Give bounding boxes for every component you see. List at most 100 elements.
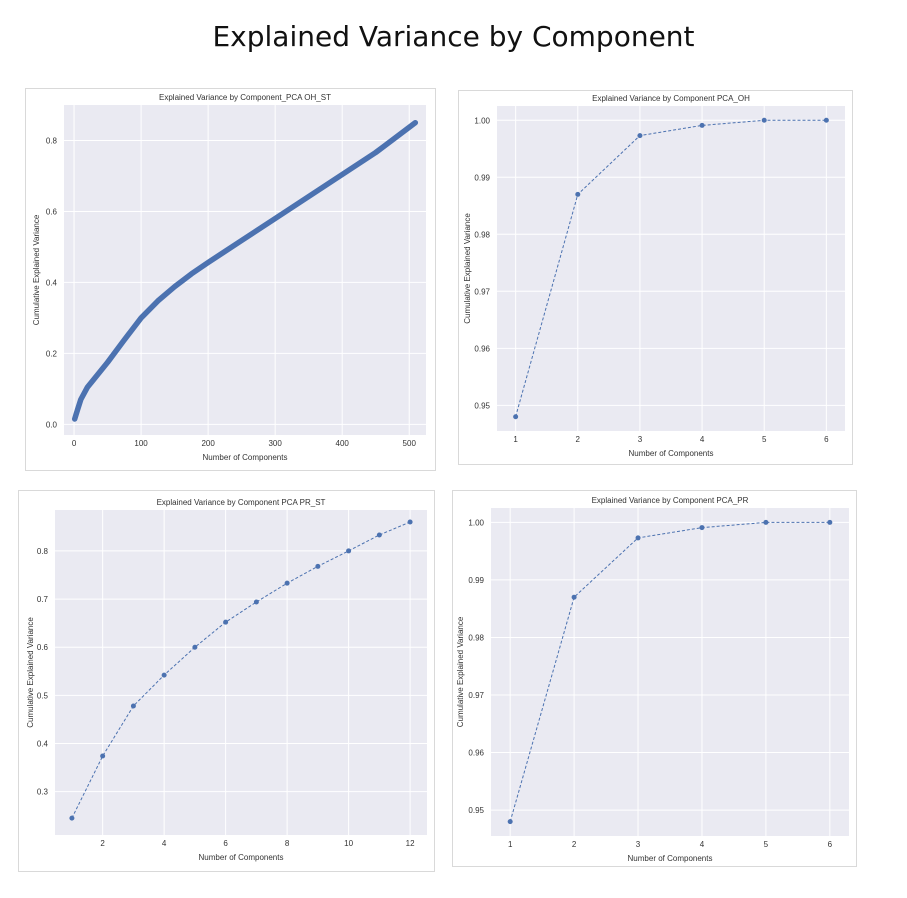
y-axis-label: Cumulative Explained Variance — [32, 214, 41, 325]
data-point — [130, 703, 136, 709]
series-line — [509, 521, 830, 822]
x-tick-label: 5 — [762, 435, 767, 444]
x-tick-label: 8 — [285, 839, 290, 848]
x-tick-label: 4 — [700, 840, 705, 849]
x-tick-label: 200 — [201, 439, 215, 448]
x-tick-label: 1 — [508, 840, 513, 849]
y-tick-label: 0.5 — [37, 691, 49, 700]
panel-frame — [18, 490, 435, 872]
y-tick-label: 1.00 — [468, 518, 484, 527]
panel-frame — [458, 90, 853, 465]
y-axis-label: Cumulative Explained Variance — [26, 617, 35, 728]
data-point — [253, 599, 259, 605]
data-point — [272, 216, 278, 221]
data-point — [105, 360, 110, 365]
data-point — [635, 535, 641, 541]
y-tick-label: 0.4 — [37, 740, 49, 749]
data-point — [122, 337, 127, 343]
x-tick-label: 100 — [134, 439, 148, 448]
x-tick-label: 2 — [572, 840, 577, 849]
data-point — [155, 298, 161, 304]
y-tick-label: 0.6 — [46, 207, 58, 216]
data-point — [823, 117, 829, 123]
x-tick-label: 4 — [700, 435, 705, 444]
x-tick-label: 12 — [406, 839, 415, 848]
y-tick-label: 0.7 — [37, 595, 49, 604]
data-point — [827, 519, 833, 525]
x-tick-label: 2 — [100, 839, 105, 848]
x-tick-label: 5 — [764, 840, 769, 849]
plot-area — [497, 106, 845, 431]
y-tick-label: 0.96 — [468, 749, 484, 758]
y-tick-label: 0.95 — [468, 806, 484, 815]
y-tick-label: 0.99 — [474, 173, 490, 182]
y-tick-label: 1.00 — [474, 116, 490, 125]
data-point — [72, 416, 77, 422]
data-point — [513, 414, 519, 420]
x-tick-label: 6 — [828, 840, 833, 849]
panel-frame — [452, 490, 857, 867]
chart-title: Explained Variance by Component PCA PR_S… — [157, 498, 326, 507]
x-tick-label: 400 — [336, 439, 350, 448]
panel-frame — [25, 88, 436, 471]
data-point — [69, 815, 75, 821]
y-tick-label: 0.3 — [37, 788, 49, 797]
y-tick-label: 0.95 — [474, 401, 490, 410]
data-point — [340, 172, 345, 177]
data-point — [346, 548, 352, 554]
series-line — [71, 521, 411, 819]
x-tick-label: 300 — [268, 439, 282, 448]
x-axis-label: Number of Components — [199, 853, 284, 862]
chart-title: Explained Variance by Component_PCA OH_S… — [159, 93, 331, 102]
data-point — [223, 619, 229, 625]
chart-title: Explained Variance by Component PCA_PR — [592, 496, 749, 505]
data-point — [85, 384, 90, 390]
series-line — [515, 119, 827, 417]
y-tick-label: 0.98 — [468, 633, 484, 642]
chart-title: Explained Variance by Component PCA_OH — [592, 94, 750, 103]
x-tick-label: 6 — [223, 839, 228, 848]
data-point — [637, 133, 643, 139]
data-point — [205, 260, 211, 265]
x-tick-label: 3 — [638, 435, 643, 444]
series-line — [71, 119, 419, 422]
plot-area — [491, 508, 849, 836]
data-point — [192, 644, 198, 650]
data-point — [761, 117, 767, 123]
x-tick-label: 10 — [344, 839, 353, 848]
x-tick-label: 2 — [576, 435, 581, 444]
x-tick-label: 6 — [824, 435, 829, 444]
y-tick-label: 0.99 — [468, 576, 484, 585]
data-point — [306, 194, 311, 199]
y-tick-label: 0.4 — [46, 278, 58, 287]
y-tick-label: 0.96 — [474, 344, 490, 353]
data-point — [189, 271, 194, 277]
data-point — [507, 819, 513, 825]
data-point — [91, 376, 97, 382]
data-point — [376, 532, 382, 538]
x-tick-label: 1 — [513, 435, 518, 444]
chart-pca-pr-st: 2 4 6 8 10 12 0.3 0.4 0.5 0.6 0.7 0.8 Explained Vari… — [18, 490, 435, 872]
y-tick-label: 0.97 — [468, 691, 484, 700]
data-point — [763, 519, 769, 525]
x-tick-label: 3 — [636, 840, 641, 849]
x-tick-label: 0 — [72, 439, 77, 448]
y-axis-label: Cumulative Explained Variance — [463, 213, 472, 324]
data-point — [78, 397, 83, 402]
x-tick-label: 4 — [162, 839, 167, 848]
data-point — [699, 122, 705, 128]
plot-area — [55, 510, 427, 835]
data-point — [407, 519, 413, 525]
y-tick-label: 0.0 — [46, 420, 58, 429]
x-axis-label: Number of Components — [203, 453, 288, 462]
y-tick-label: 0.97 — [474, 287, 490, 296]
data-point — [373, 150, 378, 155]
data-point — [413, 120, 418, 125]
data-point — [172, 284, 177, 289]
data-point — [284, 580, 290, 586]
x-axis-label: Number of Components — [629, 449, 714, 458]
data-point — [100, 753, 106, 759]
y-tick-label: 0.6 — [37, 643, 49, 652]
data-point — [239, 238, 244, 243]
chart-pca-oh-st: 0 100 200 300 400 500 0.0 0.2 0.4 0.6 0.8 Explained… — [25, 88, 436, 471]
